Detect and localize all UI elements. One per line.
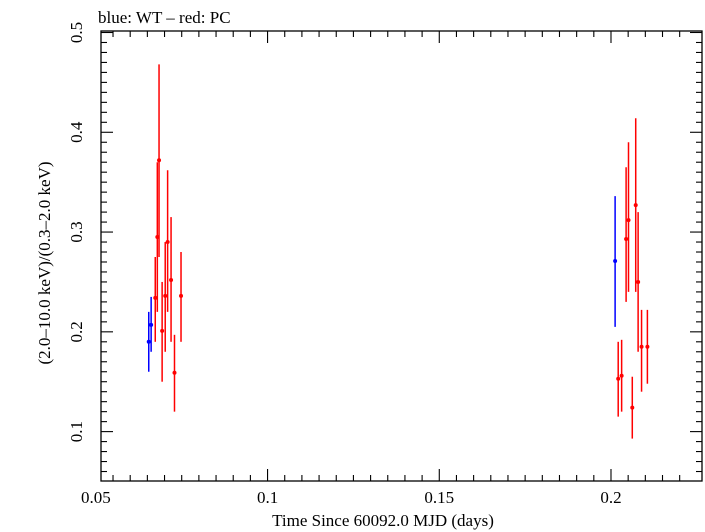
point-marker <box>179 293 184 298</box>
data-point <box>163 242 168 352</box>
point-marker <box>636 279 641 284</box>
point-marker <box>172 370 177 375</box>
point-marker <box>157 158 162 163</box>
data-point <box>172 334 177 412</box>
point-marker <box>626 218 631 223</box>
y-tick-label: 0.2 <box>67 321 86 342</box>
data-point <box>146 311 151 372</box>
point-marker <box>146 339 151 344</box>
data-point <box>639 309 644 392</box>
y-tick-label: 0.4 <box>67 121 86 143</box>
point-marker <box>165 240 170 245</box>
axis-ticks <box>101 31 702 481</box>
point-marker <box>149 322 154 327</box>
chart-title: blue: WT – red: PC <box>98 8 231 27</box>
data-point <box>626 142 631 292</box>
data-point <box>165 170 170 312</box>
point-marker <box>169 277 174 282</box>
y-axis-label: (2.0–10.0 keV)/(0.3–2.0 keV) <box>35 161 54 364</box>
y-tick-label: 0.5 <box>67 22 86 43</box>
y-tick-label: 0.3 <box>67 221 86 242</box>
data-point <box>160 281 165 382</box>
point-marker <box>639 344 644 349</box>
point-marker <box>616 376 621 381</box>
x-tick-label: 0.1 <box>257 488 278 507</box>
point-marker <box>645 344 650 349</box>
data-point <box>157 64 162 257</box>
point-marker <box>153 295 158 300</box>
plot-frame <box>100 30 703 482</box>
data-point <box>636 212 641 352</box>
point-marker <box>163 293 168 298</box>
axis-tick-labels: 0.05 0.1 0.15 0.2 0.1 0.2 0.3 0.4 0.5 <box>67 22 622 507</box>
point-marker <box>613 258 618 263</box>
x-tick-label: 0.15 <box>424 488 454 507</box>
data-point <box>624 167 629 302</box>
point-marker <box>630 405 635 410</box>
data-point <box>149 296 154 352</box>
point-marker <box>633 203 638 208</box>
point-marker <box>619 373 624 378</box>
data-points <box>146 64 650 439</box>
data-point <box>619 339 624 412</box>
series-wt <box>146 196 618 372</box>
data-point <box>179 252 184 342</box>
y-tick-label: 0.1 <box>67 421 86 442</box>
data-point <box>645 309 650 384</box>
x-tick-label: 0.05 <box>81 488 111 507</box>
point-marker <box>160 328 165 333</box>
series-pc <box>153 64 650 439</box>
data-point <box>616 341 621 417</box>
data-point <box>630 376 635 439</box>
data-point <box>633 118 638 292</box>
x-axis-label: Time Since 60092.0 MJD (days) <box>272 511 494 530</box>
data-point <box>169 217 174 342</box>
data-point <box>153 256 158 342</box>
data-point <box>613 196 618 327</box>
x-tick-label: 0.2 <box>600 488 621 507</box>
point-marker <box>624 237 629 242</box>
